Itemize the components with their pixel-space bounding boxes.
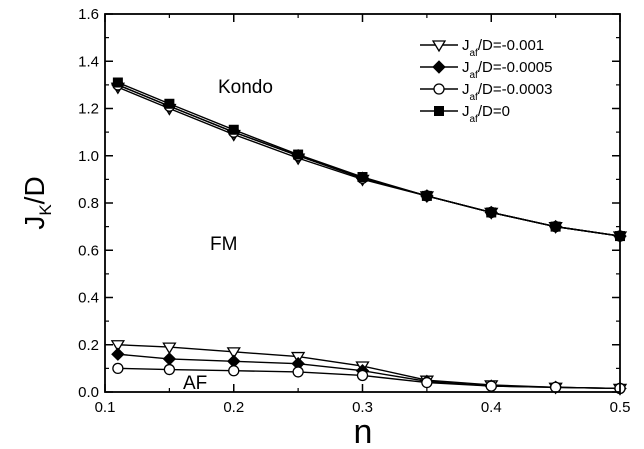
data-point xyxy=(356,369,369,382)
legend-marker xyxy=(431,40,447,53)
data-point xyxy=(228,365,240,377)
series-1 xyxy=(110,82,628,396)
x-tick-label: 0.1 xyxy=(95,399,116,416)
region-label-af: AF xyxy=(183,373,207,394)
y-tick-label: 0.8 xyxy=(78,195,99,212)
data-point xyxy=(549,381,562,393)
legend-marker xyxy=(432,60,446,74)
legend-label-main: J xyxy=(462,81,470,98)
legend-label: Jaf/D=0 xyxy=(462,103,510,125)
y-tick-label: 0.0 xyxy=(78,384,99,401)
y-tick-label: 0.2 xyxy=(78,337,99,354)
y-axis-title: JK/D xyxy=(19,176,55,229)
series-2 xyxy=(111,78,627,396)
series-4 xyxy=(112,77,625,242)
data-point xyxy=(421,190,432,201)
legend-label-tail: /D=0 xyxy=(478,103,510,120)
legend-marker xyxy=(433,83,445,95)
data-point xyxy=(486,207,497,218)
data-point xyxy=(485,380,497,392)
legend-entry: Jaf/D=-0.001 xyxy=(420,37,544,59)
y-axis-title-subscript: K xyxy=(36,204,55,216)
data-point xyxy=(164,98,175,109)
data-point xyxy=(111,347,125,361)
legend-entry: Jaf/D=-0.0003 xyxy=(420,81,552,103)
legend-label-subscript: af xyxy=(470,114,479,125)
legend-marker xyxy=(434,106,444,116)
data-point xyxy=(292,366,304,378)
region-label-kondo: Kondo xyxy=(218,77,273,98)
x-tick-label: 0.2 xyxy=(223,399,244,416)
y-tick-label: 1.2 xyxy=(78,101,99,118)
legend-label-tail: /D=-0.0003 xyxy=(478,81,553,98)
legend-label-tail: /D=-0.0005 xyxy=(478,59,553,76)
data-point xyxy=(162,352,177,366)
data-point xyxy=(112,362,124,375)
data-point xyxy=(226,347,241,360)
y-tick-label: 0.6 xyxy=(78,242,99,259)
y-axis-title-tail: /D xyxy=(19,176,50,204)
x-tick-label: 0.3 xyxy=(352,399,373,416)
data-point xyxy=(550,221,561,232)
legend-label-tail: /D=-0.001 xyxy=(478,37,544,54)
legend-label: Jaf/D=-0.001 xyxy=(462,37,544,59)
y-tick-label: 1.0 xyxy=(78,148,99,165)
data-point xyxy=(421,376,433,389)
data-point xyxy=(163,363,176,376)
series-line-upper xyxy=(117,84,621,237)
data-point xyxy=(357,172,368,183)
series-line-upper xyxy=(117,84,621,237)
tick-labels: 0.1 0.2 0.3 0.4 0.5 0.0 0.2 0.4 0.6 0.8 1.0 1.2 1.4 1… xyxy=(78,6,630,416)
data-point xyxy=(293,149,304,160)
data-point xyxy=(110,340,126,353)
y-tick-label: 1.4 xyxy=(78,53,99,70)
legend: Jaf/D=-0.001Jaf/D=-0.0005Jaf/D=-0.0003Ja… xyxy=(420,37,552,125)
plot-frame xyxy=(104,13,621,393)
series-layer xyxy=(110,77,628,396)
legend-label-main: J xyxy=(462,103,470,120)
y-axis-title-main: J xyxy=(19,216,50,230)
x-axis-title: n xyxy=(354,413,373,449)
y-tick-label: 1.6 xyxy=(78,6,99,23)
legend-label-subscript: af xyxy=(470,48,479,59)
legend-entry: Jaf/D=0 xyxy=(420,103,510,125)
legend-label-subscript: af xyxy=(470,92,479,103)
legend-label-main: J xyxy=(462,59,470,76)
series-3 xyxy=(112,79,626,395)
region-label-fm: FM xyxy=(210,234,237,255)
svg-text:JK/D: JK/D xyxy=(19,176,55,229)
legend-label: Jaf/D=-0.0003 xyxy=(462,81,552,103)
series-line-upper xyxy=(117,81,621,237)
series-line-upper xyxy=(117,86,621,237)
x-tick-label: 0.4 xyxy=(481,399,502,416)
data-point xyxy=(162,342,177,355)
y-tick-label: 0.4 xyxy=(78,290,99,307)
x-tick-label: 0.5 xyxy=(610,399,631,416)
legend-label-main: J xyxy=(462,37,470,54)
data-point xyxy=(112,77,123,88)
legend-entry: Jaf/D=-0.0005 xyxy=(420,59,552,81)
legend-label: Jaf/D=-0.0005 xyxy=(462,59,552,81)
legend-label-subscript: af xyxy=(470,70,479,81)
data-point xyxy=(228,124,239,135)
